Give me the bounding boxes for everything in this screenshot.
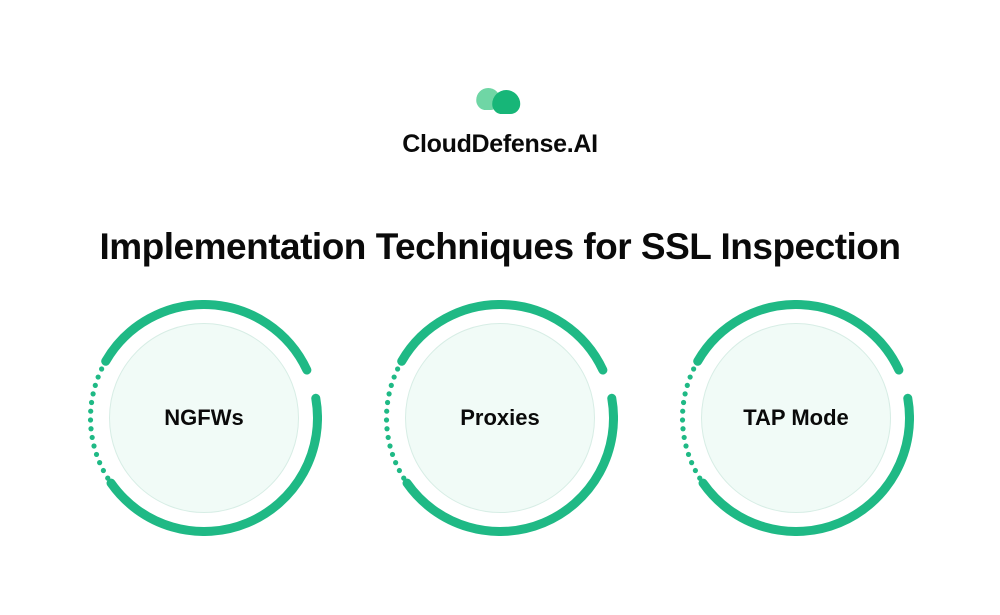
technique-disc: NGFWs bbox=[109, 323, 299, 513]
brand-logo: CloudDefense.AI bbox=[402, 80, 598, 159]
technique-disc: Proxies bbox=[405, 323, 595, 513]
infographic-canvas: CloudDefense.AI Implementation Technique… bbox=[0, 0, 1000, 615]
techniques-row: NGFWs Proxies TAP Mode bbox=[0, 300, 1000, 536]
technique-proxies: Proxies bbox=[382, 300, 618, 536]
technique-label: Proxies bbox=[460, 405, 540, 431]
technique-ngfws: NGFWs bbox=[86, 300, 322, 536]
technique-disc: TAP Mode bbox=[701, 323, 891, 513]
infographic-title: Implementation Techniques for SSL Inspec… bbox=[99, 226, 900, 268]
technique-label: TAP Mode bbox=[743, 405, 849, 431]
cloud-icon bbox=[468, 80, 532, 122]
technique-label: NGFWs bbox=[164, 405, 243, 431]
brand-name: CloudDefense.AI bbox=[402, 130, 598, 159]
technique-tap-mode: TAP Mode bbox=[678, 300, 914, 536]
